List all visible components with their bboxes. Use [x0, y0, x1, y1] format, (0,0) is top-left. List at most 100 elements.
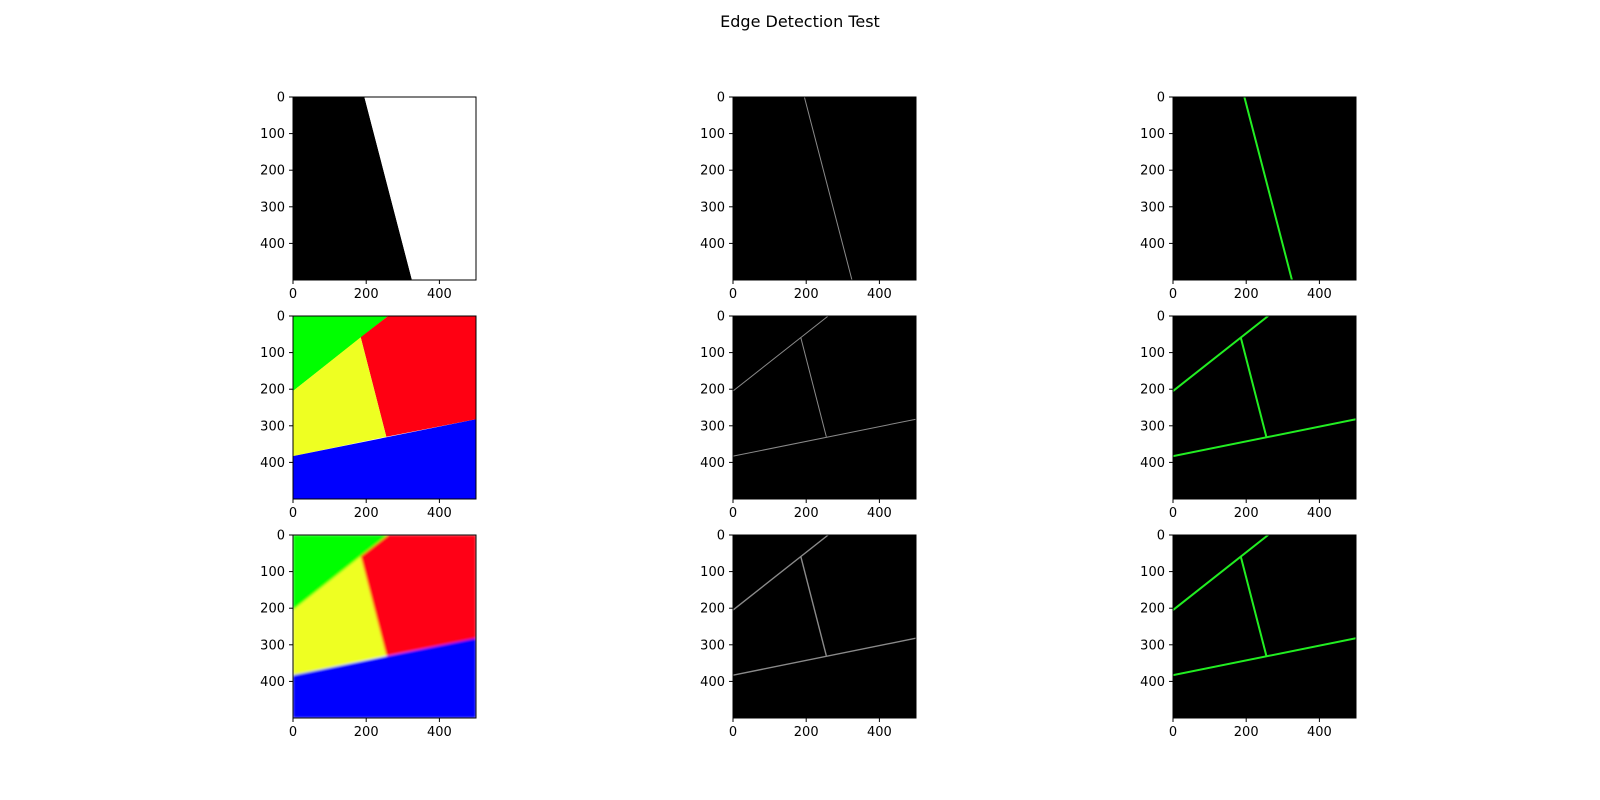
- y-tick-label: 200: [260, 164, 285, 179]
- panel-r0c2-lines: 0 200 400 0 100 200 300 400: [1140, 91, 1357, 302]
- x-tick-label: 0: [1169, 506, 1177, 521]
- edge-segment-0: [803, 97, 853, 280]
- x-tick-label: 400: [867, 287, 892, 302]
- panel-r0c0-original: 0 200 400 0 100 200 300 400: [260, 91, 477, 302]
- x-tick-label: 0: [1169, 287, 1177, 302]
- x-tick-label: 0: [289, 725, 297, 740]
- x-tick-label: 400: [427, 287, 452, 302]
- y-tick-label: 0: [277, 310, 285, 325]
- y-tick-label: 400: [700, 456, 725, 471]
- x-tick-label: 200: [794, 506, 819, 521]
- panel-r2c2-lines: 0 200 400 0 100 200 300 400: [1140, 529, 1357, 740]
- edge-segment-0: [733, 535, 829, 611]
- edge-segment-1: [800, 556, 828, 656]
- y-tick-label: 100: [1140, 346, 1165, 361]
- panel-r0c1-edges: 0 200 400 0 100 200 300 400: [700, 91, 917, 302]
- y-tick-label: 100: [1140, 127, 1165, 142]
- x-tick-label: 0: [729, 506, 737, 521]
- x-tick-label: 200: [794, 287, 819, 302]
- image-background: [733, 316, 916, 499]
- y-tick-label: 300: [260, 200, 285, 215]
- y-tick-label: 100: [1140, 565, 1165, 580]
- axes-frame: [1172, 315, 1357, 500]
- region-right: [364, 97, 476, 280]
- image-area: [1173, 316, 1356, 499]
- y-tick-label: 300: [1140, 638, 1165, 653]
- edge-segment-0: [1173, 316, 1269, 392]
- panel-r2c0-original: 0 200 400 0 100 200 300 400: [260, 529, 477, 740]
- x-tick-label: 200: [1234, 506, 1259, 521]
- y-tick-label: 100: [700, 127, 725, 142]
- axes-frame: [732, 315, 917, 500]
- axes-frame: [1172, 96, 1357, 281]
- panel-r1c2-lines: 0 200 400 0 100 200 300 400: [1140, 310, 1357, 521]
- y-tick-label: 200: [700, 602, 725, 617]
- edge-segment-1: [1239, 555, 1268, 657]
- y-tick-label: 300: [1140, 419, 1165, 434]
- y-tick-label: 100: [260, 565, 285, 580]
- y-tick-label: 200: [700, 383, 725, 398]
- y-tick-label: 100: [700, 565, 725, 580]
- image-area: [1173, 97, 1356, 280]
- y-tick-label: 400: [1140, 237, 1165, 252]
- axes-frame: [292, 96, 477, 281]
- image-area: [293, 316, 476, 499]
- y-tick-label: 200: [1140, 164, 1165, 179]
- image-area: [293, 535, 476, 718]
- region-red: [360, 535, 476, 656]
- y-tick-label: 300: [260, 419, 285, 434]
- edge-segment-2: [733, 418, 916, 457]
- region-red: [360, 316, 476, 437]
- image-background: [733, 97, 916, 280]
- edge-segment-2: [1173, 418, 1356, 458]
- y-tick-label: 100: [260, 346, 285, 361]
- y-tick-label: 400: [700, 675, 725, 690]
- y-tick-label: 100: [260, 127, 285, 142]
- y-tick-label: 400: [260, 456, 285, 471]
- y-tick-label: 200: [260, 602, 285, 617]
- y-tick-label: 0: [277, 91, 285, 106]
- x-tick-label: 400: [867, 725, 892, 740]
- x-tick-label: 0: [1169, 725, 1177, 740]
- x-tick-label: 200: [354, 287, 379, 302]
- region-left: [293, 97, 412, 280]
- y-tick-label: 400: [1140, 456, 1165, 471]
- image-background: [1173, 535, 1356, 718]
- y-tick-label: 300: [700, 419, 725, 434]
- y-tick-label: 0: [277, 529, 285, 544]
- x-tick-label: 400: [427, 725, 452, 740]
- axes-frame: [1172, 534, 1357, 719]
- x-tick-label: 400: [1307, 287, 1332, 302]
- x-tick-label: 0: [289, 506, 297, 521]
- y-tick-label: 200: [700, 164, 725, 179]
- x-tick-label: 400: [1307, 725, 1332, 740]
- y-tick-label: 400: [260, 237, 285, 252]
- region-yellow: [293, 556, 387, 676]
- y-tick-label: 300: [1140, 200, 1165, 215]
- panel-r1c0-original: 0 200 400 0 100 200 300 400: [260, 310, 477, 521]
- axes-frame: [292, 534, 477, 719]
- y-tick-label: 100: [700, 346, 725, 361]
- image-area: [293, 97, 476, 280]
- y-tick-label: 300: [700, 200, 725, 215]
- image-background: [1173, 97, 1356, 280]
- panel-r1c1-edges: 0 200 400 0 100 200 300 400: [700, 310, 917, 521]
- image-area: [733, 535, 916, 718]
- y-tick-label: 400: [1140, 675, 1165, 690]
- edge-segment-0: [733, 316, 829, 392]
- x-tick-label: 200: [1234, 725, 1259, 740]
- edge-segment-0: [1243, 97, 1293, 280]
- x-tick-label: 0: [729, 287, 737, 302]
- edge-segment-0: [1173, 535, 1269, 611]
- x-tick-label: 0: [289, 287, 297, 302]
- image-area: [733, 316, 916, 499]
- image-background: [733, 535, 916, 718]
- y-tick-label: 0: [717, 310, 725, 325]
- axes-frame: [732, 534, 917, 719]
- y-tick-label: 0: [1157, 529, 1165, 544]
- image-background: [1173, 316, 1356, 499]
- x-tick-label: 200: [1234, 287, 1259, 302]
- y-tick-label: 200: [1140, 383, 1165, 398]
- figure-title: Edge Detection Test: [720, 12, 880, 31]
- region-yellow: [293, 337, 387, 457]
